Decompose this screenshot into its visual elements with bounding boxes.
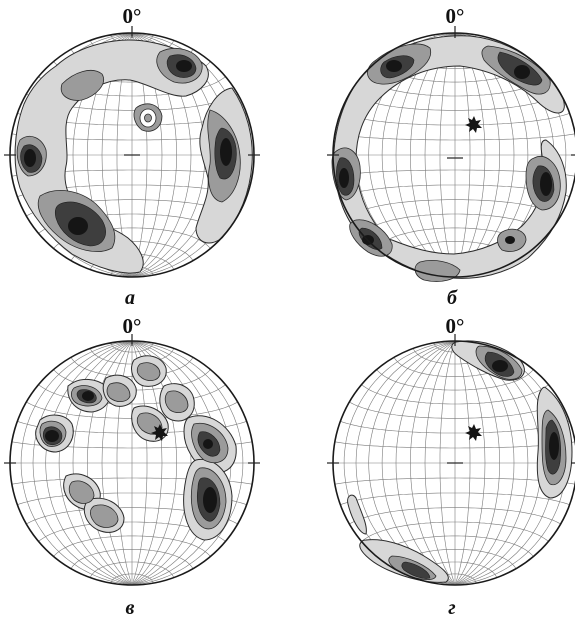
net-small-circle (376, 369, 534, 391)
panel-a-density-contours (14, 39, 253, 274)
panel-b: 0° (327, 4, 575, 309)
net-small-circle (90, 561, 174, 578)
net-small-circle (53, 535, 211, 557)
panel-c-caption: в (126, 597, 135, 619)
panel-c-north-label: 0° (123, 314, 142, 338)
panel-b-density-contours (331, 35, 567, 282)
net-small-circle (334, 133, 575, 141)
net-small-circle (349, 199, 561, 217)
panel-b-star-marker (465, 116, 482, 133)
panel-b-caption: б (447, 287, 458, 309)
panel-d-density-contours (347, 340, 573, 583)
panel-d: 0° г (327, 314, 575, 619)
panel-a-caption: а (125, 287, 135, 309)
panel-a: 0° (4, 4, 260, 309)
panel-b-net (327, 26, 575, 282)
net-small-circle (361, 213, 549, 234)
panel-d-net (327, 334, 575, 586)
net-small-circle (70, 357, 194, 377)
panel-a-net (4, 26, 260, 278)
net-small-circle (340, 421, 570, 434)
net-small-circle (361, 384, 549, 405)
panel-d-north-label: 0° (446, 314, 465, 338)
panel-c-density-contours (35, 355, 237, 541)
panel-d-caption: г (448, 597, 455, 619)
net-small-circle (110, 573, 154, 584)
net-small-circle (340, 113, 570, 126)
net-small-circle (361, 521, 549, 542)
net-small-circle (340, 492, 570, 505)
panel-d-star-marker (465, 424, 482, 441)
net-small-circle (70, 549, 194, 569)
panel-c-net (4, 334, 260, 586)
panel-b-north-label: 0° (446, 4, 465, 28)
panel-c: 0° (4, 314, 260, 619)
net-small-circle (349, 401, 561, 419)
net-small-circle (349, 507, 561, 525)
net-small-circle (110, 342, 154, 353)
net-small-circle (38, 384, 226, 405)
net-small-circle (349, 93, 561, 111)
panel-c-star-marker (151, 424, 168, 441)
panel-a-north-label: 0° (123, 4, 142, 28)
